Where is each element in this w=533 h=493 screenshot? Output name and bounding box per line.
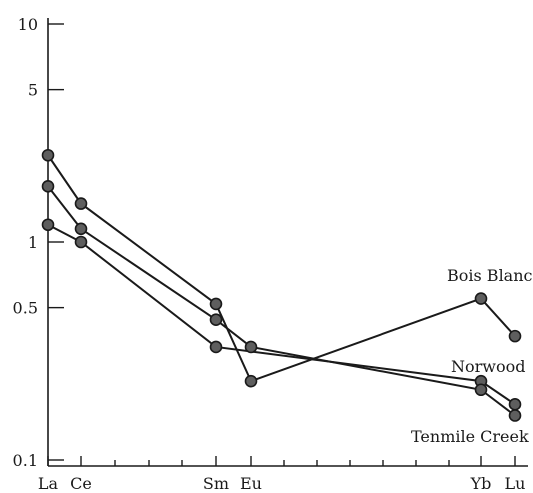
data-point <box>41 148 55 162</box>
y-tick-label: 0.5 <box>13 299 38 318</box>
data-point <box>508 409 522 422</box>
x-tick-label: Ce <box>70 474 92 493</box>
x-tick-label: Eu <box>240 474 262 493</box>
data-point <box>41 180 55 193</box>
series-label: Tenmile Creek <box>411 427 529 446</box>
y-tick-label: 0.1 <box>13 451 38 470</box>
axes: 10 5 1 0.5 0.1La Ce Sm Eu Yb Lu <box>13 15 528 493</box>
data-point <box>41 218 55 232</box>
y-tick-label: 10 <box>18 15 38 34</box>
series-line <box>47 223 516 406</box>
x-tick-label: Sm <box>203 474 229 493</box>
series-line <box>47 154 516 383</box>
data-point <box>74 197 88 210</box>
series-line <box>47 185 516 417</box>
series-lines <box>47 154 516 417</box>
x-tick-label: Yb <box>470 474 492 493</box>
data-point <box>74 235 88 249</box>
x-tick-label: La <box>38 474 59 493</box>
data-point <box>474 383 488 397</box>
y-tick-label: 5 <box>28 81 38 100</box>
data-point <box>209 340 223 354</box>
x-tick-label: Lu <box>505 474 526 493</box>
data-point <box>209 313 223 327</box>
data-point <box>474 292 488 305</box>
series-label: Bois Blanc <box>447 266 533 285</box>
data-point <box>508 398 522 411</box>
data-point <box>209 297 223 311</box>
data-point <box>244 374 258 388</box>
series-labels: Bois Blanc Norwood Tenmile Creek <box>411 266 533 446</box>
y-tick-label: 1 <box>28 233 38 252</box>
data-point <box>244 340 258 354</box>
series-points <box>41 148 522 422</box>
data-point <box>74 222 88 236</box>
series-label: Norwood <box>451 357 525 376</box>
data-point <box>508 329 522 343</box>
